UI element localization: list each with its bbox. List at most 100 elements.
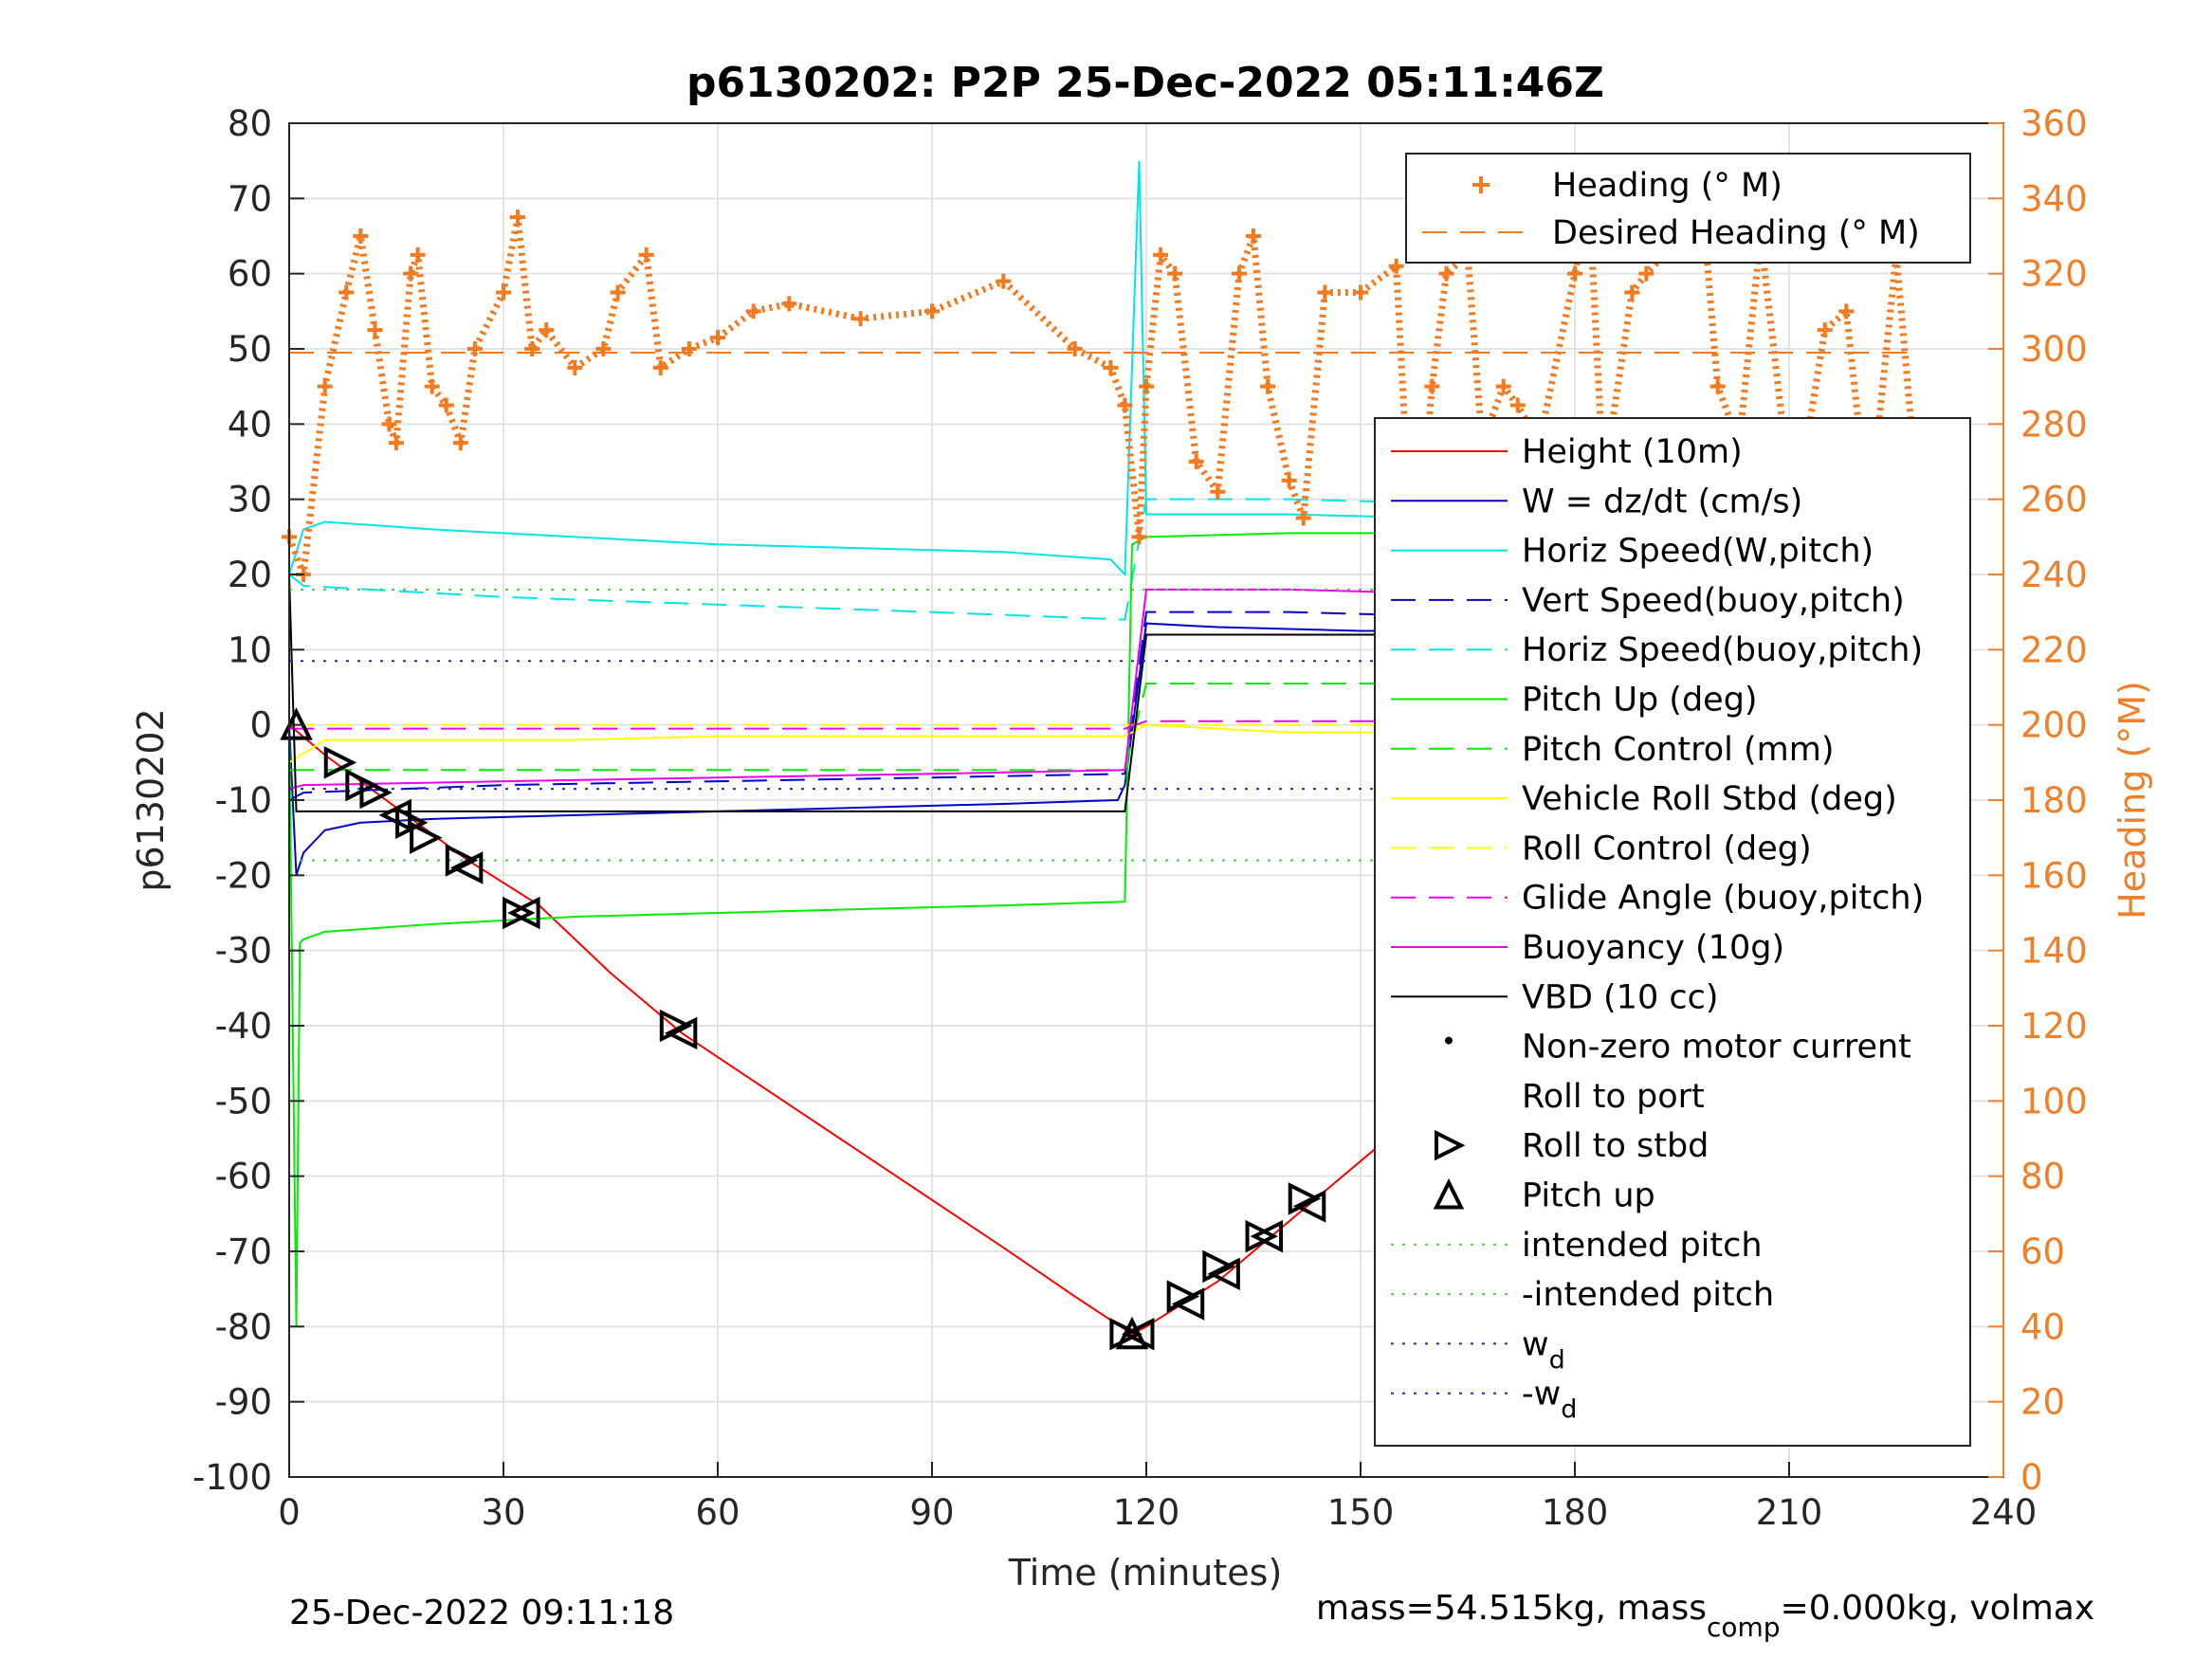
legend-label-non-zero-motor-current: Non-zero motor current xyxy=(1522,1029,1911,1066)
legend-label-text: -w xyxy=(1522,1376,1561,1413)
heading-point xyxy=(1638,265,1654,282)
legend-label-text: VBD (10 cc) xyxy=(1522,978,1719,1016)
y2-tick-label: 340 xyxy=(2020,178,2088,219)
footer-date: 25-Dec-2022 09:11:18 xyxy=(289,1594,674,1632)
heading-point xyxy=(1624,284,1640,301)
legend-label-sub: d xyxy=(1561,1395,1577,1425)
legend-label-pitch-up-deg: Pitch Up (deg) xyxy=(1522,682,1758,720)
heading-point xyxy=(1817,322,1833,338)
heading-point xyxy=(652,359,668,375)
y2-tick-label: 140 xyxy=(2020,931,2088,972)
legend-label-vert-speed-buoy-pitch: Vert Speed(buoy,pitch) xyxy=(1522,582,1905,620)
roll-port-marker xyxy=(1207,1257,1240,1291)
footer-mass-prefix: mass=54.515kg, mass xyxy=(1316,1589,1707,1628)
legend-label-intended-pitch: -intended pitch xyxy=(1522,1276,1774,1314)
legend-label-text: intended pitch xyxy=(1522,1227,1763,1265)
y-tick-label: 30 xyxy=(228,480,272,520)
roll-stbd-marker xyxy=(1109,1318,1143,1351)
y2-tick-label: 80 xyxy=(2020,1157,2065,1197)
y2-tick-label: 40 xyxy=(2020,1306,2065,1347)
y2-tick-label: 280 xyxy=(2020,404,2088,445)
legend-main-box xyxy=(1374,417,1971,1447)
y2-tick-label: 160 xyxy=(2020,855,2088,896)
y-tick-label: -20 xyxy=(215,855,272,896)
legend-label-buoyancy-10g: Buoyancy (10g) xyxy=(1522,929,1784,967)
heading-point xyxy=(1567,265,1582,282)
y2-tick-label: 180 xyxy=(2020,780,2088,821)
roll-port-marker xyxy=(1171,1287,1205,1321)
y-tick-label: -30 xyxy=(215,931,272,972)
y2-tick-label: 360 xyxy=(2020,103,2088,144)
y2-axis-ticks: 0 20 40 60 80 100 120 140 160 180 200 220 240 260 280 3… xyxy=(1988,103,2088,1498)
heading-point xyxy=(381,416,397,432)
legend-main: Height (10m) W = dz/dt (cm/s) Horiz Speed(… xyxy=(1374,417,1971,1447)
x-tick-label: 30 xyxy=(481,1492,525,1533)
heading-point xyxy=(1295,510,1311,526)
legend-label-text: Pitch Up (deg) xyxy=(1522,682,1758,720)
legend-heading-swatch xyxy=(1472,176,1490,193)
legend-label-text: Height (10m) xyxy=(1522,433,1743,471)
y-tick-label: -60 xyxy=(215,1157,272,1197)
y2-tick-label: 240 xyxy=(2020,555,2088,595)
legend-heading-label: Desired Heading (° M) xyxy=(1552,214,1920,252)
heading-point xyxy=(1231,265,1247,282)
chart-title: p6130202: P2P 25-Dec-2022 05:11:46Z xyxy=(686,59,1604,107)
y-tick-label: -90 xyxy=(215,1382,272,1423)
heading-point xyxy=(1838,303,1855,319)
x-tick-label: 240 xyxy=(1970,1492,2038,1533)
y2-tick-label: 200 xyxy=(2020,705,2088,746)
y-tick-label: -70 xyxy=(215,1231,272,1272)
heading-point xyxy=(781,296,797,312)
roll-stbd-marker xyxy=(1166,1280,1200,1313)
legend-label-glide-angle-buoy-pitch: Glide Angle (buoy,pitch) xyxy=(1522,880,1924,918)
legend-label-intended-pitch: intended pitch xyxy=(1522,1227,1763,1265)
footer-mass: mass=54.515kg, masscomp=0.000kg, volmax xyxy=(1316,1589,2094,1643)
legend-label-roll-to-stbd: Roll to stbd xyxy=(1522,1127,1709,1165)
x-tick-label: 180 xyxy=(1542,1492,1609,1533)
legend-label-pitch-control-mm: Pitch Control (mm) xyxy=(1522,731,1834,769)
legend-label-text: Vert Speed(buoy,pitch) xyxy=(1522,582,1905,620)
heading-point xyxy=(317,378,333,394)
roll-stbd-marker xyxy=(445,844,479,877)
legend-heading: Heading (° M) Desired Heading (° M) xyxy=(1405,153,1971,264)
roll-stbd-marker xyxy=(1202,1249,1235,1284)
legend-label-text: Glide Angle (buoy,pitch) xyxy=(1522,880,1924,918)
heading-point xyxy=(389,435,404,451)
heading-point xyxy=(924,303,940,319)
y-tick-label: 40 xyxy=(228,404,272,445)
heading-point xyxy=(852,311,868,327)
heading-point xyxy=(1246,228,1261,244)
heading-point xyxy=(410,246,426,263)
heading-point xyxy=(403,265,419,282)
legend-label-text: Vehicle Roll Stbd (deg) xyxy=(1522,780,1897,818)
heading-point xyxy=(1188,454,1204,469)
heading-point xyxy=(1424,378,1440,394)
legend-label-text: w xyxy=(1522,1325,1549,1363)
footer-mass-sub: comp xyxy=(1707,1612,1781,1643)
heading-point xyxy=(338,284,355,301)
legend-label-w-dz-dt-cm-s: W = dz/dt (cm/s) xyxy=(1522,483,1802,520)
legend-label-text: Pitch up xyxy=(1522,1177,1655,1215)
heading-point xyxy=(638,246,654,263)
y2-tick-label: 0 xyxy=(2020,1457,2043,1498)
legend-label-text: W = dz/dt (cm/s) xyxy=(1522,483,1802,520)
heading-point xyxy=(1317,284,1333,301)
heading-point xyxy=(1139,378,1154,394)
heading-point xyxy=(567,359,583,375)
legend-swatch xyxy=(1433,1178,1465,1210)
y-axis-label: p6130202 xyxy=(130,708,172,891)
y-tick-label: 70 xyxy=(228,178,272,219)
legend-label-pitch-up: Pitch up xyxy=(1522,1177,1655,1215)
y-tick-label: 50 xyxy=(228,329,272,370)
legend-label-text: Horiz Speed(buoy,pitch) xyxy=(1522,631,1923,669)
heading-point xyxy=(1260,378,1276,394)
legend-heading-label: Heading (° M) xyxy=(1552,167,1782,205)
y-tick-label: -10 xyxy=(215,780,272,821)
legend-label-text: Horiz Speed(W,pitch) xyxy=(1522,533,1874,571)
x-tick-label: 0 xyxy=(278,1492,301,1533)
y-tick-label: 20 xyxy=(228,555,272,595)
roll-port-marker xyxy=(664,1016,698,1050)
legend-label-wd: wd xyxy=(1522,1325,1565,1375)
heading-point xyxy=(539,322,555,338)
roll-stbd-marker xyxy=(1288,1182,1322,1215)
